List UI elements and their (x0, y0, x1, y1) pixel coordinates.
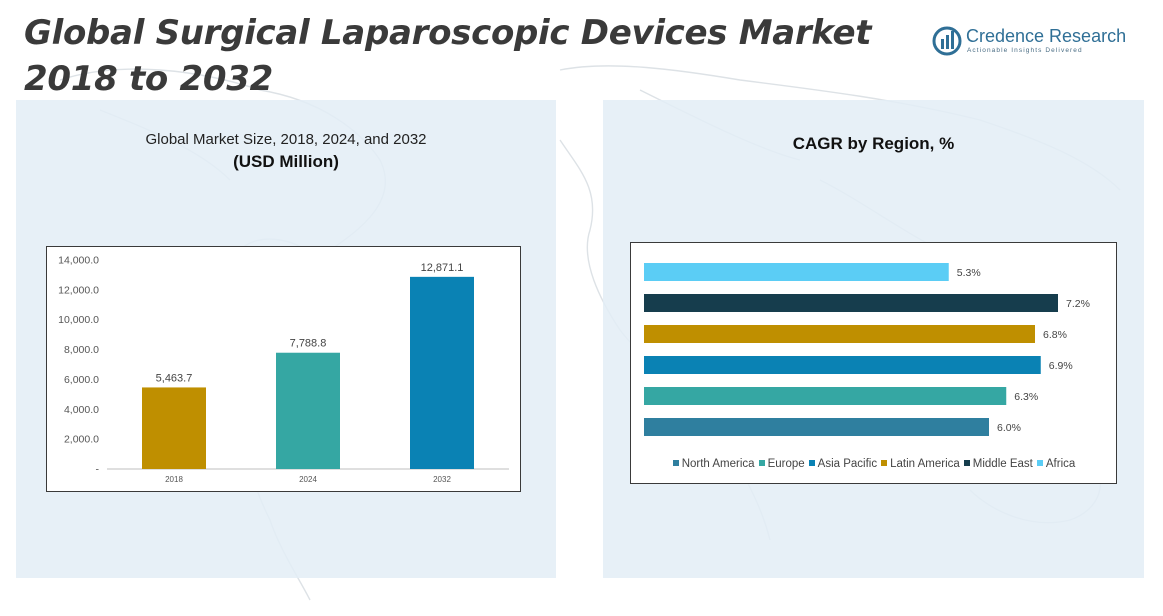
cagr-bar-chart: 5.3% 7.2% 6.8% 6.9% 6.3% 6.0% (644, 263, 1090, 436)
logo-tagline: Actionable Insights Delivered (967, 47, 1083, 54)
logo-name: Credence Research (966, 26, 1127, 46)
x-tick-label: 2018 (165, 475, 183, 484)
legend-item: Middle East (963, 458, 1033, 470)
data-label: 6.8% (1043, 329, 1067, 341)
page-title: Global Surgical Laparoscopic Devices Mar… (24, 10, 872, 102)
legend-label: Africa (1045, 458, 1076, 470)
data-label: 6.3% (1014, 391, 1038, 403)
credence-research-logo: Credence Research Actionable Insights De… (932, 24, 1132, 60)
market-size-title: Global Market Size, 2018, 2024, and 2032 (145, 131, 427, 148)
data-label: 5,463.7 (156, 372, 193, 384)
market-size-unit: (USD Million) (233, 152, 339, 171)
data-label: 6.9% (1049, 360, 1073, 372)
bar-2018 (142, 387, 206, 469)
market-size-bar-chart: - 2,000.0 4,000.0 6,000.0 8,000.0 10,000.0 12,… (58, 255, 509, 484)
y-tick-label: 6,000.0 (64, 374, 99, 386)
bar-north-america (644, 418, 989, 436)
data-label: 5.3% (957, 267, 981, 279)
legend-swatch (881, 460, 888, 466)
legend-swatch (758, 460, 765, 466)
legend-item: Africa (1036, 458, 1076, 470)
x-tick-label: 2032 (433, 475, 451, 484)
bar-latin-america (644, 325, 1035, 343)
y-tick-label: 4,000.0 (64, 404, 99, 416)
y-tick-label: 14,000.0 (58, 255, 99, 267)
legend-label: Asia Pacific (817, 458, 878, 470)
bar-2024 (276, 352, 340, 469)
x-tick-label: 2024 (299, 475, 317, 484)
page-title-line-2: 2018 to 2032 (24, 59, 273, 99)
legend-label: Latin America (890, 458, 960, 470)
legend-item: North America (672, 458, 755, 470)
bar-europe (644, 387, 1007, 405)
y-tick-label: 12,000.0 (58, 284, 99, 296)
y-tick-label: 2,000.0 (64, 434, 99, 446)
legend-label: North America (681, 458, 755, 470)
credence-research-logo-icon (932, 26, 962, 56)
data-label: 6.0% (997, 422, 1021, 434)
legend-label: Europe (767, 458, 805, 470)
legend-swatch (808, 460, 815, 466)
data-label: 12,871.1 (421, 262, 464, 274)
y-tick-label: 8,000.0 (64, 344, 99, 356)
legend-item: Europe (758, 458, 805, 470)
cagr-chart: 5.3% 7.2% 6.8% 6.9% 6.3% 6.0% (630, 242, 1117, 484)
legend-swatch (672, 460, 679, 466)
market-size-chart: - 2,000.0 4,000.0 6,000.0 8,000.0 10,000.0 12,… (46, 246, 521, 492)
bar-africa (644, 263, 949, 281)
bar-asia-pacific (644, 356, 1041, 374)
y-tick-label: - (96, 464, 100, 476)
legend-item: Asia Pacific (808, 458, 878, 470)
legend-swatch (1036, 460, 1043, 466)
legend-swatch (963, 460, 970, 466)
data-label: 7,788.8 (290, 338, 327, 350)
cagr-legend: North America Europe Asia Pacific Latin Ame… (632, 458, 1116, 470)
bar-middle-east (644, 294, 1058, 312)
bar-2032 (410, 276, 474, 469)
y-tick-label: 10,000.0 (58, 314, 99, 326)
cagr-title: CAGR by Region, % (792, 134, 955, 153)
legend-label: Middle East (972, 458, 1033, 470)
legend-item: Latin America (881, 458, 960, 470)
data-label: 7.2% (1066, 298, 1090, 310)
page-title-line-1: Global Surgical Laparoscopic Devices Mar… (24, 13, 872, 53)
